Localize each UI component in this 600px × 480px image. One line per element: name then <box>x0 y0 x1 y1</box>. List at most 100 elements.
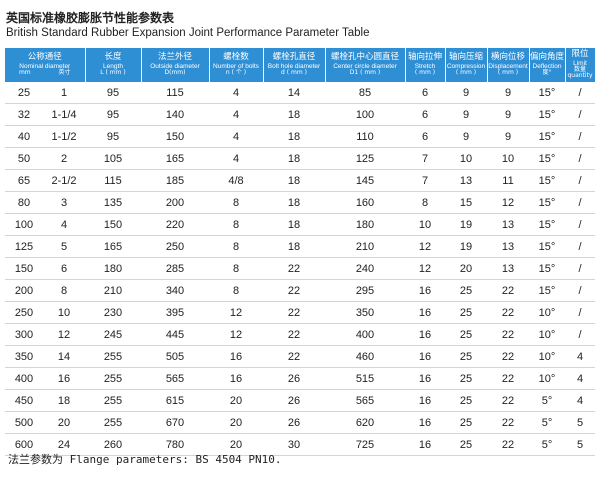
header-en: Length <box>103 62 123 70</box>
table-cell: 32 <box>5 103 43 126</box>
table-cell: 9 <box>445 125 487 148</box>
table-cell: 4 <box>43 213 85 236</box>
header-unit: L ( mm ) <box>100 68 126 76</box>
table-cell: 22 <box>487 323 529 346</box>
table-cell: 22 <box>487 279 529 302</box>
header-unit: D1 ( mm ) <box>349 68 381 76</box>
table-cell: 5° <box>529 411 565 434</box>
header-cell: 轴向压缩 Compression( mm ) <box>445 48 488 82</box>
table-cell: 22 <box>263 301 325 324</box>
table-cell: 26 <box>263 389 325 412</box>
header-zh: 限位 <box>571 49 589 60</box>
table-cell: 8 <box>209 235 263 258</box>
table-cell: 6 <box>405 125 445 148</box>
table-cell: 4/8 <box>209 169 263 192</box>
table-cell: 4 <box>209 82 263 104</box>
table-cell: 4 <box>565 389 595 412</box>
table-cell: 9 <box>445 103 487 126</box>
table-cell: 26 <box>263 367 325 390</box>
table-cell: 3 <box>43 191 85 214</box>
table-cell: 4 <box>209 103 263 126</box>
table-cell: 12 <box>405 257 445 280</box>
table-cell: 135 <box>85 191 141 214</box>
table-cell: 2-1/2 <box>43 169 85 192</box>
table-cell: 5° <box>529 389 565 412</box>
table-cell: 13 <box>487 257 529 280</box>
table-cell: 14 <box>43 345 85 368</box>
header-cell: 螺栓孔直径 Bolt hole diameter d ( mm ) <box>263 48 326 82</box>
table-row: 50 2 105 165 4 18 125 7 10 10 15° / <box>5 147 595 170</box>
table-cell: 13 <box>487 235 529 258</box>
header-cell: 限位 Limit 数量 quantity <box>565 48 596 82</box>
table-cell: 620 <box>325 411 405 434</box>
table-cell: 9 <box>487 103 529 126</box>
table-cell: 260 <box>85 433 141 456</box>
header-cell: 法兰外径 Outside diameter D(mm) <box>141 48 210 82</box>
table-cell: 25 <box>445 411 487 434</box>
table-cell: 22 <box>487 389 529 412</box>
table-cell: / <box>565 147 595 170</box>
table-row: 40 1-1/2 95 150 4 18 110 6 9 9 15° / <box>5 125 595 148</box>
table-cell: 22 <box>263 279 325 302</box>
table-cell: 7 <box>405 169 445 192</box>
table-cell: 12 <box>209 323 263 346</box>
table-cell: 18 <box>263 147 325 170</box>
table-cell: 15° <box>529 235 565 258</box>
table-cell: 255 <box>85 345 141 368</box>
table-cell: 505 <box>141 345 209 368</box>
table-row: 32 1-1/4 95 140 4 18 100 6 9 9 15° / <box>5 103 595 126</box>
table-cell: 10° <box>529 301 565 324</box>
table-cell: 5 <box>43 235 85 258</box>
header-units: mm 英寸 <box>5 68 85 77</box>
header-unit: ( mm ) <box>414 68 436 76</box>
table-cell: 150 <box>141 125 209 148</box>
table-cell: 515 <box>325 367 405 390</box>
table-cell: 22 <box>487 411 529 434</box>
table-row: 500 20 255 670 20 26 620 16 25 22 5° 5 <box>5 411 595 434</box>
header-zh: 螺栓数 <box>223 52 249 63</box>
table-cell: 14 <box>263 82 325 104</box>
table-cell: 25 <box>445 389 487 412</box>
table-cell: 50 <box>5 147 43 170</box>
table-cell: 30 <box>263 433 325 456</box>
table-cell: / <box>565 82 595 104</box>
table-cell: 22 <box>487 301 529 324</box>
table-cell: 210 <box>85 279 141 302</box>
table-cell: 230 <box>85 301 141 324</box>
table-cell: 16 <box>405 367 445 390</box>
table-cell: 500 <box>5 411 43 434</box>
table-cell: / <box>565 191 595 214</box>
table-cell: 16 <box>209 345 263 368</box>
table-row: 25 1 95 115 4 14 85 6 9 9 15° / <box>5 82 595 104</box>
header-zh: 横向位移 <box>490 52 525 63</box>
table-cell: 10° <box>529 345 565 368</box>
header-unit: ( mm ) <box>455 68 477 76</box>
table-cell: / <box>565 125 595 148</box>
table-cell: 15° <box>529 257 565 280</box>
header-cell: 轴向拉伸 Stretch( mm ) <box>405 48 446 82</box>
header-unit: ( mm ) <box>497 68 519 76</box>
table-cell: 395 <box>141 301 209 324</box>
table-cell: 105 <box>85 147 141 170</box>
table-cell: 15° <box>529 82 565 104</box>
header-zh: 轴向拉伸 <box>407 52 442 63</box>
table-cell: 16 <box>405 323 445 346</box>
header-unit: d ( mm ) <box>281 68 307 76</box>
header-zh: 长度 <box>104 52 122 63</box>
table-cell: / <box>565 301 595 324</box>
table-cell: 6 <box>405 103 445 126</box>
header-en: Center circle diameter <box>333 62 397 70</box>
table-cell: 150 <box>5 257 43 280</box>
header-row: 公称通径 Nominal diameter mm 英寸 长度 Length L ( mm )… <box>5 48 596 82</box>
header-en: Number of bolts <box>213 62 259 70</box>
table-cell: 15° <box>529 103 565 126</box>
table-cell: 22 <box>487 345 529 368</box>
table-cell: 18 <box>43 389 85 412</box>
table-cell: 125 <box>5 235 43 258</box>
header-en: Bolt hole diameter <box>267 62 321 70</box>
header-unit: mm <box>18 68 31 76</box>
table-cell: 20 <box>209 433 263 456</box>
table-cell: 16 <box>405 301 445 324</box>
table-cell: 16 <box>209 367 263 390</box>
header-cell: 螺栓孔中心圆直径 Center circle diameter D1 ( mm ) <box>325 48 406 82</box>
